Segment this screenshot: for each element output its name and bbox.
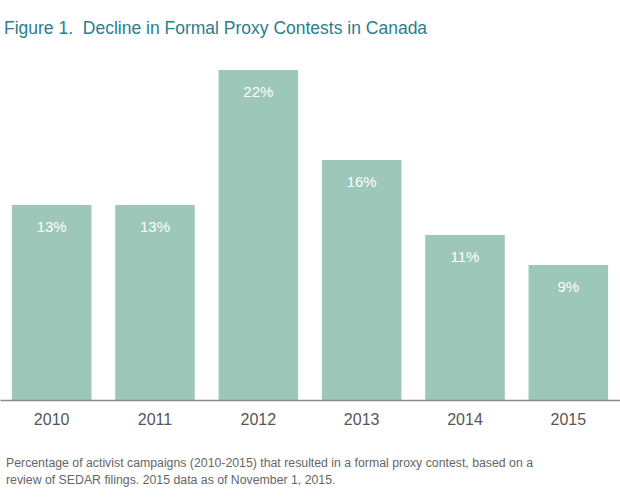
- x-tick-label: 2011: [138, 411, 173, 428]
- data-label: 16%: [347, 173, 377, 190]
- x-tick-label: 2014: [447, 411, 483, 428]
- x-tick-label: 2012: [241, 411, 277, 428]
- x-tick: 2013: [344, 400, 380, 428]
- bar: [322, 160, 402, 400]
- x-axis-line: [1, 400, 620, 402]
- x-tick: 2012: [241, 400, 277, 428]
- data-label: 22%: [243, 83, 273, 100]
- x-tick-label: 2010: [34, 411, 70, 428]
- x-tick: 2011: [138, 400, 173, 428]
- data-labels: 13% 13% 22% 16% 11% 9%: [37, 83, 580, 295]
- x-tick-label: 2013: [344, 411, 380, 428]
- x-tick: 2014: [447, 400, 483, 428]
- x-tick: 2010: [34, 400, 70, 428]
- bar: [12, 205, 92, 400]
- title: Figure 1. Decline in Formal Proxy Contes…: [4, 18, 427, 38]
- plot: 2010 2011 2012 2013 2014 2015 13% 13% 22% 16% 11% 9…: [1, 70, 620, 428]
- bar: [529, 265, 609, 400]
- bar: [115, 205, 195, 400]
- data-label: 9%: [557, 278, 579, 295]
- x-tick-label: 2015: [551, 411, 587, 428]
- caption: Percentage of activist campaigns (2010-2…: [6, 456, 533, 487]
- bars: [12, 70, 608, 400]
- data-label: 11%: [451, 248, 480, 265]
- x-axis: 2010 2011 2012 2013 2014 2015: [1, 400, 620, 428]
- bar: [219, 70, 299, 400]
- data-label: 13%: [37, 218, 67, 235]
- x-tick: 2015: [551, 400, 587, 428]
- caption-line: review of SEDAR filings. 2015 data as of…: [6, 473, 335, 487]
- data-label: 13%: [140, 218, 170, 235]
- caption-line: Percentage of activist campaigns (2010-2…: [6, 456, 533, 470]
- bar: [425, 235, 505, 400]
- chart: Figure 1. Decline in Formal Proxy Contes…: [0, 0, 620, 499]
